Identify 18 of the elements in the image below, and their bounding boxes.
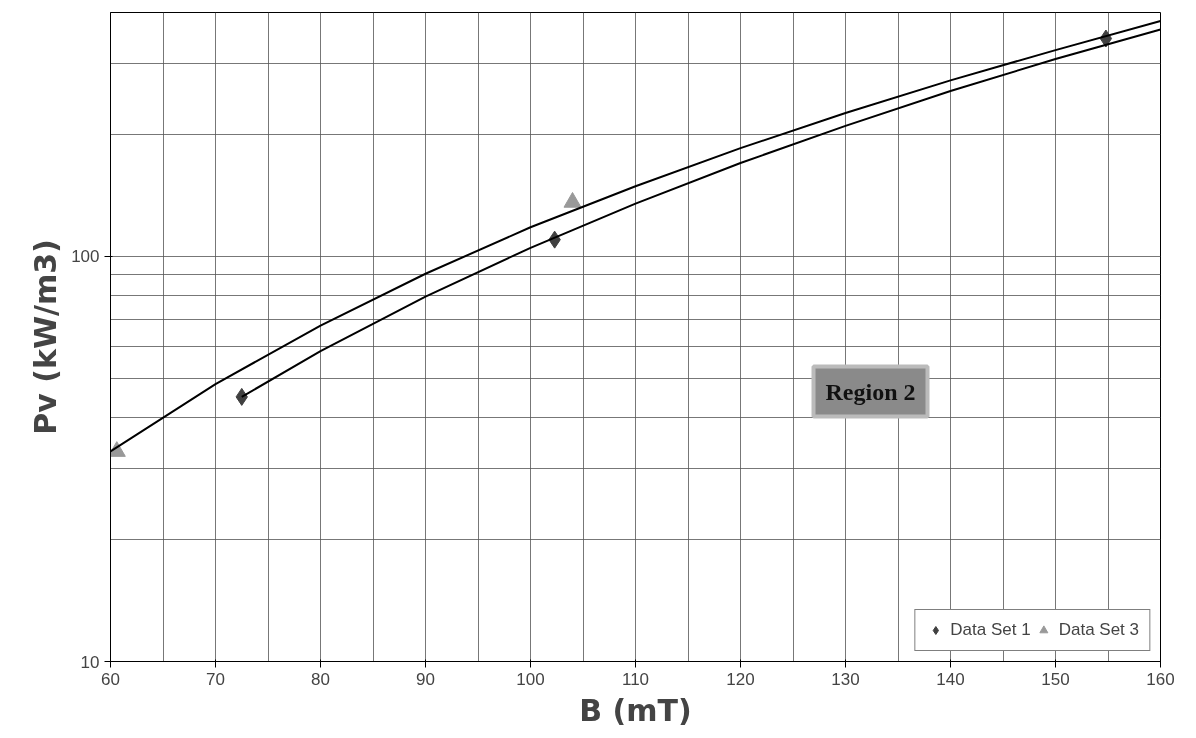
x-tick-label: 130 bbox=[831, 669, 860, 689]
point bbox=[563, 191, 582, 208]
x-tick-label: 80 bbox=[311, 669, 330, 689]
x-axis-title: B (mT) bbox=[579, 692, 692, 728]
x-tick-label: 110 bbox=[621, 669, 650, 689]
x-tick-label: 90 bbox=[416, 669, 435, 689]
x-tick-label: 60 bbox=[101, 669, 120, 689]
legend-label: Data Set 3 bbox=[1058, 620, 1139, 640]
annotation: Region 2 bbox=[825, 378, 916, 405]
x-tick-label: 70 bbox=[206, 669, 225, 689]
y-axis-title: Pv (kW/m3) bbox=[28, 239, 64, 435]
x-tick-label: 100 bbox=[516, 669, 545, 689]
y-tick-label: 10 bbox=[80, 652, 100, 672]
legend-label: Data Set 1 bbox=[950, 620, 1031, 640]
x-tick-label: 150 bbox=[1041, 669, 1070, 689]
x-tick-label: 160 bbox=[1146, 669, 1175, 689]
x-tick-label: 120 bbox=[726, 669, 755, 689]
x-tick-label: 140 bbox=[936, 669, 965, 689]
